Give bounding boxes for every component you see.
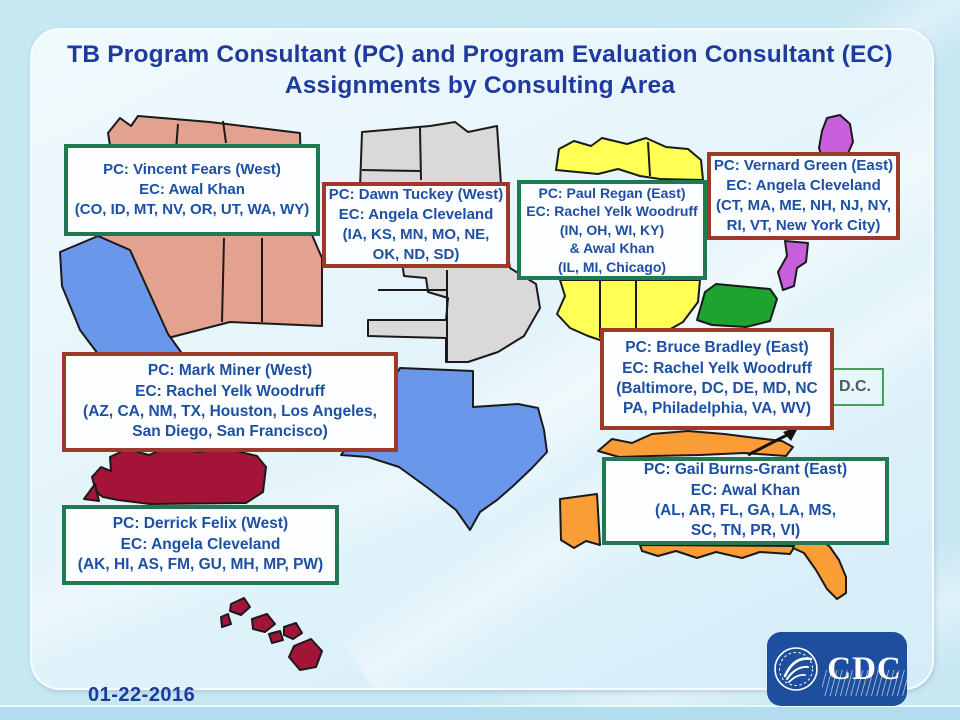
box-line: PC: Gail Burns-Grant (East) xyxy=(643,461,848,479)
box-line: (IN, OH, WI, KY) xyxy=(559,221,665,238)
box-line: (Baltimore, DC, DE, MD, NC xyxy=(616,380,818,397)
box-line: (CT, MA, ME, NH, NJ, NY, xyxy=(715,197,891,214)
box-line: (CO, ID, MT, NV, OR, UT, WA, WY) xyxy=(74,200,310,218)
box-line: EC: Rachel Yelk Woodruff xyxy=(135,382,325,400)
box-line: (AK, HI, AS, FM, GU, MH, MP, PW) xyxy=(77,556,324,574)
box-line: PC: Paul Regan (East) xyxy=(538,184,686,201)
box-line: SC, TN, PR, VI) xyxy=(690,522,801,540)
box-vernard-green: PC: Vernard Green (East) EC: Angela Clev… xyxy=(707,152,900,240)
dc-label: D.C. xyxy=(839,378,871,395)
page-title-line1: TB Program Consultant (PC) and Program E… xyxy=(67,41,893,68)
cdc-logo-text: CDC xyxy=(822,650,907,696)
box-line: San Diego, San Francisco) xyxy=(132,423,328,441)
box-line: EC: Awal Khan xyxy=(139,181,245,199)
box-line: (AZ, CA, NM, TX, Houston, Los Angeles, xyxy=(83,403,377,420)
box-line: (IL, MI, Chicago) xyxy=(557,258,667,275)
box-line: PC: Bruce Bradley (East) xyxy=(625,339,809,357)
box-line: PC: Derrick Felix (West) xyxy=(112,515,289,533)
hhs-eagle-icon xyxy=(774,647,819,691)
box-derrick-felix: PC: Derrick Felix (West) EC: Angela Clev… xyxy=(62,505,339,585)
box-line: RI, VT, New York City) xyxy=(726,216,881,234)
box-vincent-fears: PC: Vincent Fears (West) EC: Awal Khan (… xyxy=(64,144,320,236)
box-line: EC: Angela Cleveland xyxy=(120,535,281,553)
page-title-line2: Assignments by Consulting Area xyxy=(284,71,676,99)
box-paul-regan: PC: Paul Regan (East) EC: Rachel Yelk Wo… xyxy=(517,180,707,280)
box-line: (IA, KS, MN, MO, NE, xyxy=(342,226,490,243)
box-line: PC: Mark Miner (West) xyxy=(147,362,313,380)
box-line: PC: Vernard Green (East) xyxy=(713,157,894,175)
box-line: EC: Rachel Yelk Woodruff xyxy=(526,203,698,220)
box-line: EC: Angela Cleveland xyxy=(338,206,494,224)
box-gail-burns-grant: PC: Gail Burns-Grant (East) EC: Awal Kha… xyxy=(602,457,889,545)
box-line: PA, Philadelphia, VA, WV) xyxy=(622,400,812,418)
box-bruce-bradley: PC: Bruce Bradley (East) EC: Rachel Yelk… xyxy=(600,328,834,430)
box-line: PC: Dawn Tuckey (West) xyxy=(328,186,504,204)
bottom-edge-band xyxy=(0,705,960,720)
date-label: 01-22-2016 xyxy=(88,684,196,706)
box-line: EC: Awal Khan xyxy=(690,481,801,499)
dc-label-box: D.C. xyxy=(826,368,884,406)
box-line: PC: Vincent Fears (West) xyxy=(103,161,281,179)
box-line: EC: Angela Cleveland xyxy=(726,177,881,195)
box-dawn-tuckey: PC: Dawn Tuckey (West) EC: Angela Clevel… xyxy=(322,182,510,268)
box-line: OK, ND, SD) xyxy=(372,245,460,263)
page-title: TB Program Consultant (PC) and Program E… xyxy=(40,40,920,102)
box-mark-miner: PC: Mark Miner (West) EC: Rachel Yelk Wo… xyxy=(62,352,398,452)
box-line: & Awal Khan xyxy=(569,240,655,257)
box-line: (AL, AR, FL, GA, LA, MS, xyxy=(654,502,837,519)
cdc-logo: CDC xyxy=(767,632,907,706)
box-line: EC: Rachel Yelk Woodruff xyxy=(622,359,812,377)
